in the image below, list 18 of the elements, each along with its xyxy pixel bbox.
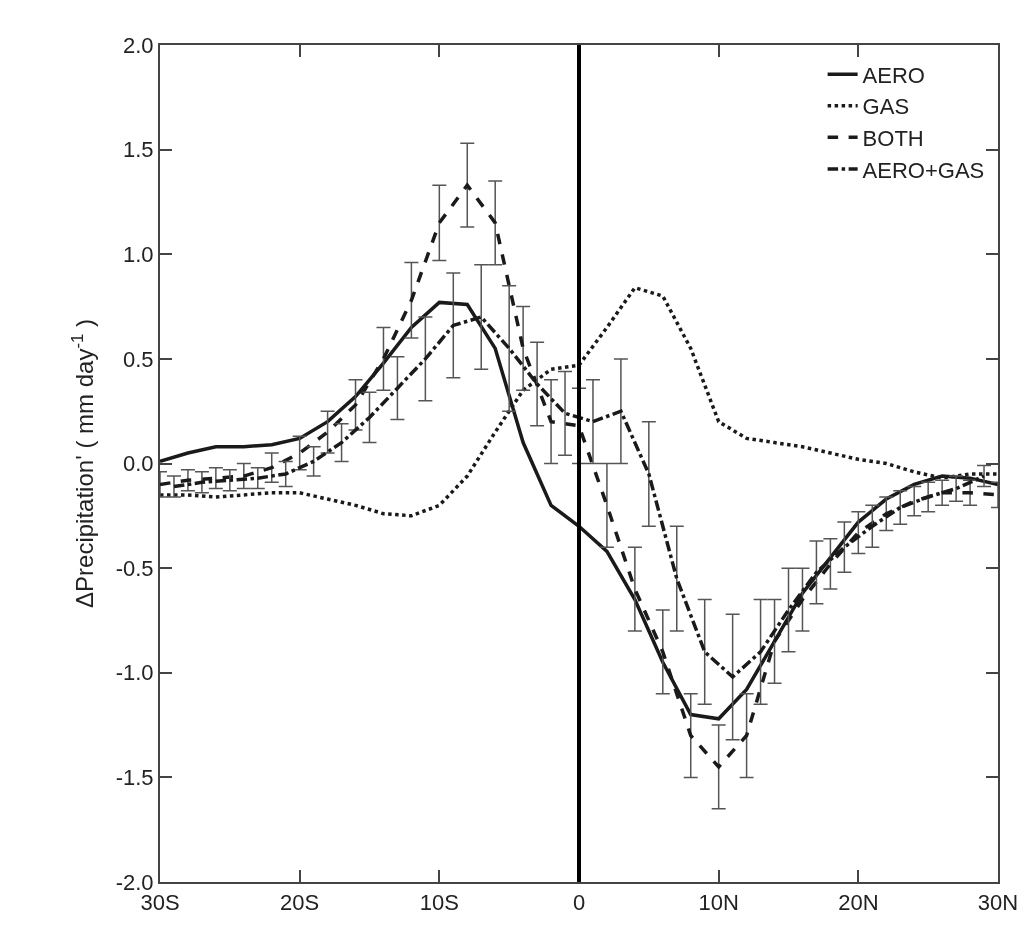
legend-label: GAS (862, 94, 910, 120)
y-tick-label: 0.5 (123, 346, 154, 372)
y-tick-label: -1.0 (115, 660, 154, 686)
legend-label: BOTH (862, 125, 924, 151)
y-tick-label: -0.5 (115, 555, 154, 581)
x-tick-label: 20N (838, 890, 879, 916)
legend-label: AERO+GAS (862, 157, 985, 183)
x-tick-label: 30N (977, 890, 1019, 916)
y-tick-label: 1.0 (123, 241, 154, 267)
x-tick-label: 10S (419, 890, 459, 916)
y-tick-label: -1.5 (115, 765, 154, 791)
x-tick-label: 0 (572, 890, 586, 916)
y-tick-label: 2.0 (123, 32, 154, 58)
y-tick-label: 1.5 (123, 137, 154, 163)
x-tick-label: 20S (280, 890, 320, 916)
legend-label: AERO (862, 62, 925, 88)
y-tick-label: 0.0 (123, 451, 154, 477)
x-tick-label: 10N (698, 890, 739, 916)
